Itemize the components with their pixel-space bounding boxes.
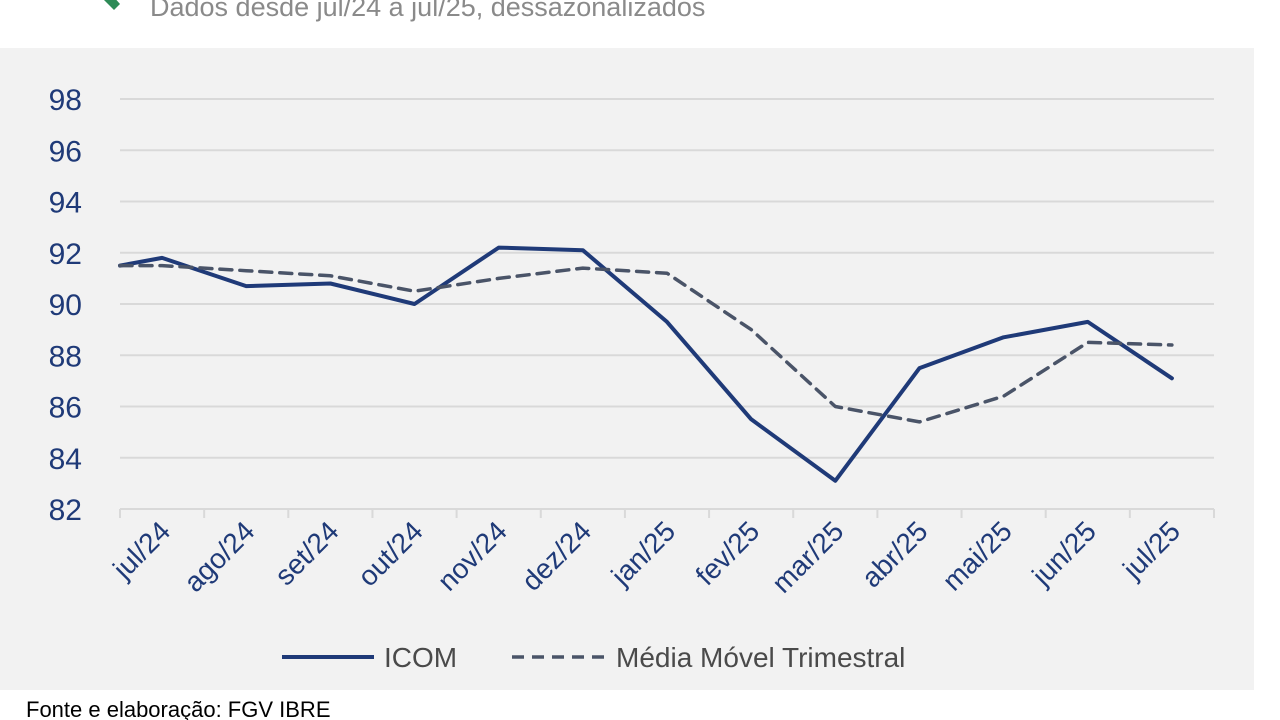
y-tick-label: 90	[49, 289, 82, 322]
x-tick-label: nov/24	[432, 515, 513, 596]
series-line-moving-average	[118, 263, 1174, 424]
legend-label: Média Móvel Trimestral	[616, 642, 905, 673]
x-tick-label: dez/24	[516, 515, 597, 596]
fgv-logo-icon	[104, 0, 120, 10]
x-tick-label: mai/25	[937, 515, 1018, 596]
series-line-icom	[118, 245, 1174, 483]
y-tick-label: 94	[49, 187, 82, 220]
x-tick-label: jul/24	[106, 515, 176, 585]
y-tick-label: 98	[49, 84, 82, 117]
x-tick-label: set/24	[269, 515, 345, 591]
y-tick-label: 82	[49, 494, 82, 527]
x-tick-label: jan/25	[605, 515, 682, 592]
y-tick-label: 92	[49, 238, 82, 271]
legend-label: ICOM	[384, 642, 457, 673]
y-tick-label: 96	[49, 135, 82, 168]
y-tick-label: 84	[49, 443, 82, 476]
x-tick-label: out/24	[352, 515, 429, 592]
y-tick-label: 86	[49, 392, 82, 425]
chart-panel: 98 96 94 92 90 88 86 84 82 jul/24 ago/24 set/24 out/…	[0, 48, 1254, 690]
x-tick-label: mar/25	[766, 515, 850, 599]
line-chart: 98 96 94 92 90 88 86 84 82 jul/24 ago/24 set/24 out/…	[49, 84, 1215, 673]
x-tick-label: jun/25	[1025, 515, 1102, 592]
x-tick-label: abr/25	[856, 515, 934, 593]
x-tick-label: fev/25	[690, 515, 766, 591]
x-tick-label: ago/24	[178, 515, 260, 597]
chart-subtitle: Dados desde jul/24 a jul/25, dessazonali…	[150, 0, 706, 22]
x-tick-label: jul/25	[1116, 515, 1186, 585]
source-note: Fonte e elaboração: FGV IBRE	[26, 697, 331, 720]
y-tick-label: 88	[49, 340, 82, 373]
